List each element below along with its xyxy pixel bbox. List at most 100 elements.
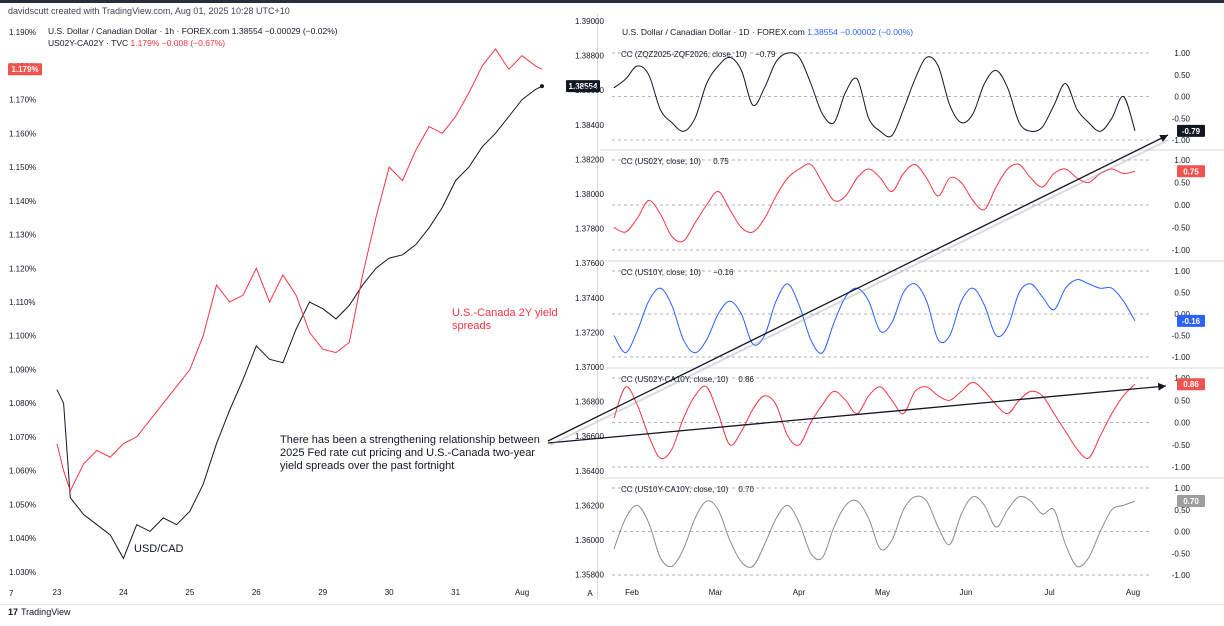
right-main-y-tick: 1.36800 xyxy=(575,398,604,407)
pane-value: −0.79 xyxy=(755,50,776,59)
left-y-tick: 1.080% xyxy=(9,399,36,408)
pane-series-line xyxy=(613,163,1136,243)
pane-y-tick: 0.50 xyxy=(1174,179,1190,188)
pane-y-tick: 0.50 xyxy=(1174,289,1190,298)
annotation-text: There has been a strengthening relations… xyxy=(280,434,540,472)
right-axis-corner: A xyxy=(587,589,593,598)
left-y-tick: 1.090% xyxy=(9,365,36,374)
pane-y-tick: -0.50 xyxy=(1172,114,1191,123)
left-x-tick: 30 xyxy=(385,588,394,597)
right-main-y-tick: 1.39000 xyxy=(575,17,604,26)
pane-value-tag-text: 0.70 xyxy=(1183,497,1199,506)
pane-y-tick: -1.00 xyxy=(1172,463,1191,472)
arrow-shadow xyxy=(549,139,1169,446)
pane-y-tick: 0.00 xyxy=(1174,201,1190,210)
right-main-y-tick: 1.38200 xyxy=(575,155,604,164)
right-x-tick: Mar xyxy=(709,588,723,597)
pane-y-tick: 1.00 xyxy=(1174,156,1190,165)
left-y-tick: 1.070% xyxy=(9,433,36,442)
left-y-tick: 1.140% xyxy=(9,197,36,206)
left-y-tick: 1.040% xyxy=(9,534,36,543)
right-main-y-tick: 1.37800 xyxy=(575,225,604,234)
left-legend-line1: U.S. Dollar / Canadian Dollar · 1h · FOR… xyxy=(48,26,338,36)
right-main-y-tick: 1.38400 xyxy=(575,121,604,130)
right-x-tick: Feb xyxy=(625,588,639,597)
credit-text: davidscutt created with TradingView.com,… xyxy=(8,6,290,16)
pane-label: CC (US10Y, close, 10) xyxy=(621,268,701,277)
pane-y-tick: 0.00 xyxy=(1174,93,1190,102)
pane-value-tag-text: 0.86 xyxy=(1183,380,1199,389)
pane-value-tag xyxy=(1177,124,1205,137)
usdcad-price-tag xyxy=(566,80,600,93)
usdcad-label: USD/CAD xyxy=(134,543,184,555)
right-x-tick: Apr xyxy=(793,588,806,597)
pane-y-tick: -1.00 xyxy=(1172,136,1191,145)
panel-divider xyxy=(597,14,598,599)
left-y-tick: 1.110% xyxy=(9,298,36,307)
left-y-tick: 1.190% xyxy=(9,28,36,37)
pane-value-tag xyxy=(1177,378,1205,391)
left-y-tick: 1.030% xyxy=(9,568,36,577)
left-x-tick: 25 xyxy=(185,588,194,597)
pane-y-tick: -1.00 xyxy=(1172,571,1191,580)
pane-series-line xyxy=(613,495,1136,568)
right-x-tick: Jul xyxy=(1044,588,1054,597)
right-legend-name: U.S. Dollar / Canadian Dollar · 1D · FOR… xyxy=(622,27,805,37)
usdcad-last-point xyxy=(540,84,544,89)
pane-series-line xyxy=(613,52,1136,138)
right-main-y-tick: 1.37600 xyxy=(575,259,604,268)
usdcad-price-tag-text: 1.38554 xyxy=(569,82,598,91)
pane-series-line xyxy=(613,279,1136,354)
pane-y-tick: 1.00 xyxy=(1174,267,1190,276)
pane-label: CC (US02Y, close, 10) xyxy=(621,157,701,166)
left-y-tick: 1.160% xyxy=(9,129,36,138)
right-legend-values: 1.38554 −0.00002 (−0.00%) xyxy=(807,27,914,37)
pane-y-tick: 0.50 xyxy=(1174,396,1190,405)
pane-y-tick: 0.00 xyxy=(1174,528,1190,537)
usdcad-series-line xyxy=(56,85,543,560)
top-border xyxy=(0,0,1224,3)
pane-label: CC (ZQZ2025-ZQF2026, close, 10) xyxy=(621,50,747,59)
pane-y-tick: 1.00 xyxy=(1174,484,1190,493)
pane-y-tick: -0.50 xyxy=(1172,441,1191,450)
pane-value-tag-text: -0.16 xyxy=(1182,317,1201,326)
left-x-tick: 23 xyxy=(53,588,62,597)
right-main-y-tick: 1.35800 xyxy=(575,571,604,580)
arrow-to-spread-pane xyxy=(547,382,1167,444)
pane-value: 0.70 xyxy=(738,485,754,494)
left-y-tick: 1.130% xyxy=(9,231,36,240)
tradingview-logo[interactable]: 17 TradingView xyxy=(8,607,71,617)
pane-y-tick: -0.50 xyxy=(1172,549,1191,558)
left-x-tick: 26 xyxy=(252,588,261,597)
pane-y-tick: -1.00 xyxy=(1172,246,1191,255)
right-main-y-tick: 1.36600 xyxy=(575,432,604,441)
left-legend-values: 1.179% −0.008 (−0.67%) xyxy=(130,38,226,48)
right-main-y-tick: 1.37400 xyxy=(575,294,604,303)
pane-y-tick: 1.00 xyxy=(1174,49,1190,58)
right-main-y-tick: 1.36000 xyxy=(575,536,604,545)
right-main-y-tick: 1.36200 xyxy=(575,501,604,510)
pane-y-tick: 0.00 xyxy=(1174,310,1190,319)
right-main-y-tick: 1.36400 xyxy=(575,467,604,476)
pane-value-tag xyxy=(1177,495,1205,508)
right-x-tick: Aug xyxy=(1126,588,1140,597)
left-axis-corner: 7 xyxy=(9,589,14,598)
pane-value: −0.16 xyxy=(713,268,734,277)
left-y-tick: 1.150% xyxy=(9,163,36,172)
pane-label: CC (US10Y-CA10Y, close, 10) xyxy=(621,485,729,494)
spread-label: U.S.-Canada 2Y yield spreads xyxy=(452,307,558,332)
right-main-y-tick: 1.37000 xyxy=(575,363,604,372)
left-legend-name: US02Y-CA02Y · TVC xyxy=(48,38,129,48)
right-main-y-tick: 1.38000 xyxy=(575,190,604,199)
pane-value-tag xyxy=(1177,314,1205,327)
pane-y-tick: -0.50 xyxy=(1172,224,1191,233)
left-x-tick: 24 xyxy=(119,588,128,597)
pane-value-tag-text: 0.75 xyxy=(1183,167,1199,176)
spread-price-tag-text: 1.179% xyxy=(11,65,38,74)
pane-y-tick: 0.50 xyxy=(1174,506,1190,515)
left-x-tick: Aug xyxy=(515,588,529,597)
arrow-to-fed-pane xyxy=(547,134,1169,442)
left-x-tick: 29 xyxy=(318,588,327,597)
